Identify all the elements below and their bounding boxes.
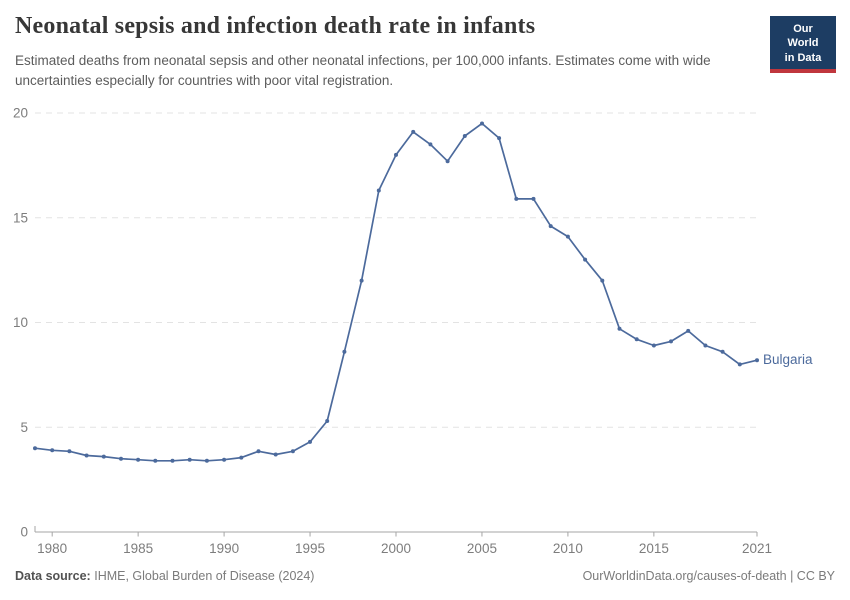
owid-logo[interactable]: Our World in Data bbox=[770, 16, 836, 73]
data-point[interactable] bbox=[325, 419, 330, 423]
y-axis-tick-label: 15 bbox=[13, 210, 28, 225]
data-source-label: Data source: bbox=[15, 569, 91, 583]
chart-subtitle: Estimated deaths from neonatal sepsis an… bbox=[15, 53, 711, 89]
data-point[interactable] bbox=[256, 449, 261, 454]
data-point[interactable] bbox=[428, 142, 433, 147]
data-point[interactable] bbox=[359, 278, 364, 283]
data-point[interactable] bbox=[153, 458, 158, 463]
data-point[interactable] bbox=[411, 129, 416, 134]
data-point[interactable] bbox=[531, 196, 536, 201]
x-axis-tick-label: 2000 bbox=[381, 541, 411, 556]
data-point[interactable] bbox=[737, 362, 742, 367]
x-axis-tick-label: 1995 bbox=[295, 541, 325, 556]
x-axis-tick-label: 2015 bbox=[639, 541, 669, 556]
data-point[interactable] bbox=[497, 136, 502, 141]
data-point[interactable] bbox=[617, 326, 622, 331]
data-point[interactable] bbox=[50, 448, 55, 453]
data-point[interactable] bbox=[445, 159, 450, 164]
data-point[interactable] bbox=[548, 224, 553, 229]
data-point[interactable] bbox=[376, 188, 381, 193]
x-axis-tick-label: 1990 bbox=[209, 541, 239, 556]
data-point[interactable] bbox=[273, 452, 278, 457]
x-axis-tick-label: 1985 bbox=[123, 541, 153, 556]
x-axis-tick-label: 2010 bbox=[553, 541, 583, 556]
data-point[interactable] bbox=[720, 349, 725, 354]
data-point[interactable] bbox=[119, 456, 123, 461]
data-point[interactable] bbox=[394, 152, 398, 157]
data-point[interactable] bbox=[755, 358, 759, 363]
page-title: Neonatal sepsis and infection death rate… bbox=[15, 13, 536, 39]
data-point[interactable] bbox=[136, 457, 141, 462]
data-point[interactable] bbox=[170, 458, 175, 463]
data-point[interactable] bbox=[600, 278, 605, 283]
y-axis-tick-label: 0 bbox=[20, 525, 28, 540]
data-line-bulgaria bbox=[34, 122, 758, 462]
data-point[interactable] bbox=[686, 328, 691, 333]
owid-logo-line1: Our World bbox=[787, 23, 819, 50]
data-point[interactable] bbox=[703, 343, 708, 348]
x-axis-tick-label: 1980 bbox=[37, 541, 67, 556]
y-axis-tick-label: 5 bbox=[20, 420, 28, 435]
data-point[interactable] bbox=[67, 449, 72, 454]
data-point[interactable] bbox=[204, 458, 209, 463]
data-point[interactable] bbox=[634, 337, 639, 342]
license-link[interactable]: OurWorldinData.org/causes-of-death | CC … bbox=[582, 569, 835, 583]
data-point[interactable] bbox=[565, 234, 570, 239]
data-point[interactable] bbox=[462, 134, 467, 138]
data-point[interactable] bbox=[101, 454, 106, 459]
y-axis-tick-label: 10 bbox=[13, 315, 28, 330]
x-axis-tick-label: 2021 bbox=[742, 541, 772, 556]
data-point[interactable] bbox=[514, 196, 519, 201]
data-source-text: Data source: IHME, Global Burden of Dise… bbox=[15, 569, 314, 583]
data-point[interactable] bbox=[583, 257, 588, 262]
x-axis-tick-label: 2005 bbox=[467, 541, 497, 556]
chart-footer: Data source: IHME, Global Burden of Dise… bbox=[15, 569, 835, 583]
data-point[interactable] bbox=[187, 457, 192, 462]
data-point[interactable] bbox=[290, 449, 295, 454]
data-point[interactable] bbox=[308, 439, 312, 444]
data-point[interactable] bbox=[222, 457, 227, 462]
series-label-bulgaria[interactable]: Bulgaria bbox=[763, 352, 813, 367]
owid-logo-line2: in Data bbox=[784, 51, 822, 64]
data-point[interactable] bbox=[33, 446, 37, 451]
data-source-value: IHME, Global Burden of Disease (2024) bbox=[94, 569, 315, 583]
data-point[interactable] bbox=[239, 455, 244, 460]
data-point[interactable] bbox=[84, 453, 89, 458]
data-point[interactable] bbox=[651, 343, 656, 348]
data-point[interactable] bbox=[480, 121, 484, 126]
data-point[interactable] bbox=[342, 349, 347, 354]
data-point[interactable] bbox=[669, 339, 673, 344]
y-axis-tick-label: 20 bbox=[13, 106, 28, 121]
